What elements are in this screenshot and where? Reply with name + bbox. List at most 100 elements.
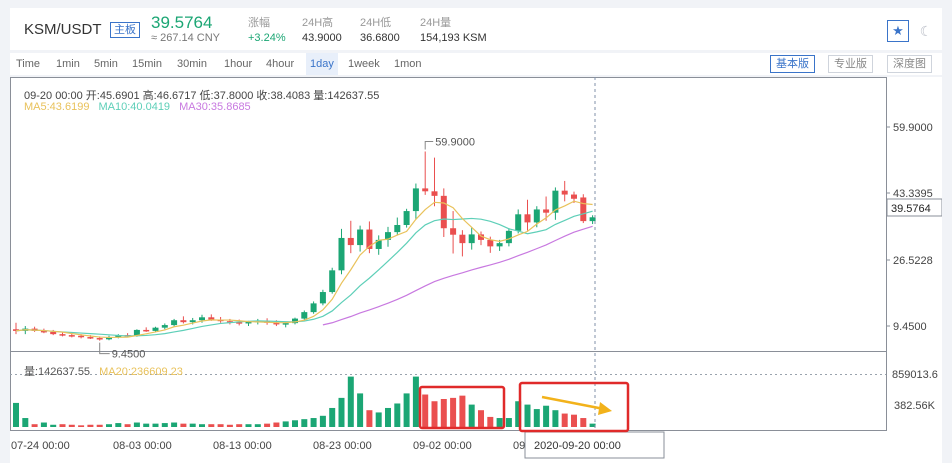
candle-body — [440, 195, 447, 229]
timeframe-1mon[interactable]: 1mon — [394, 58, 422, 70]
timeframe-15min[interactable]: 15min — [132, 58, 162, 70]
market-header: KSM/USDT 主板 39.5764 ≈ 267.14 CNY 涨幅 +3.2… — [10, 8, 942, 50]
ma5-line — [15, 200, 593, 339]
candle-body — [68, 335, 75, 337]
candle-body — [143, 329, 150, 332]
candle-body — [347, 237, 354, 246]
volume-bar — [264, 423, 271, 427]
volume-bar — [133, 422, 140, 427]
current-price-label: 39.5764 — [891, 203, 931, 215]
volume-bar — [533, 409, 540, 427]
volume-bar — [236, 424, 243, 427]
candle-body — [552, 190, 559, 213]
candle-body — [199, 317, 205, 321]
volume-bar — [450, 397, 457, 427]
chart-panel[interactable]: 09-20 00:00 开:45.6901 高:46.6717 低:37.800… — [10, 77, 943, 463]
candle-body — [394, 224, 401, 233]
volume-bar — [515, 401, 522, 427]
ma30-label: MA30:35.8685 — [179, 101, 251, 113]
candle-body — [478, 234, 484, 240]
volume-bar — [217, 424, 224, 427]
candle-body — [580, 197, 587, 222]
volume-bar — [543, 405, 550, 427]
timeframe-1week[interactable]: 1week — [348, 58, 380, 70]
candle-body — [310, 303, 317, 313]
candle-body — [50, 331, 57, 335]
volume-bar — [468, 404, 475, 427]
volume-bar — [189, 423, 196, 427]
main-board-badge: 主板 — [110, 22, 140, 38]
favorite-button[interactable]: ★ — [887, 20, 909, 42]
volume-bar — [301, 419, 308, 427]
volume-label: 量:142637.55 — [24, 366, 91, 378]
view-depth-button[interactable]: 深度图 — [887, 55, 932, 73]
timeframe-time[interactable]: Time — [16, 58, 41, 70]
volume-bar — [245, 424, 252, 427]
candle-body — [533, 209, 540, 223]
trading-pair[interactable]: KSM/USDT — [24, 21, 102, 38]
x-tick-label: 07-24 00:00 — [11, 440, 70, 452]
volume-bar — [459, 395, 466, 427]
volume-bar — [329, 407, 336, 427]
timeframe-5min[interactable]: 5min — [94, 58, 118, 70]
timeframe-1min[interactable]: 1min — [56, 58, 80, 70]
view-basic-button[interactable]: 基本版 — [770, 55, 815, 73]
candle-body — [273, 322, 280, 325]
candle-body — [496, 243, 503, 247]
volume-bar — [310, 418, 317, 427]
volume-bar — [78, 425, 85, 427]
volume-24h-label: 24H量 — [420, 17, 452, 29]
crosshair-date-label: 2020-09-20 00:00 — [534, 440, 621, 452]
low-marker — [99, 342, 110, 355]
candle-body — [236, 322, 243, 324]
price-tick-label: 43.3395 — [893, 188, 933, 200]
x-tick-label: 09 — [513, 440, 525, 452]
theme-toggle-button[interactable]: ☾ — [915, 20, 937, 42]
candle-body — [468, 234, 475, 244]
price-tick-label: 26.5228 — [893, 255, 933, 267]
view-pro-button[interactable]: 专业版 — [828, 55, 873, 73]
price-tick-label: 9.4500 — [893, 321, 927, 333]
low-24h-value: 36.6800 — [360, 32, 400, 44]
chart-axes: 59.9000 43.3395 26.5228 9.4500 39.5764 859013… — [10, 77, 943, 459]
volume-bar — [422, 394, 429, 427]
star-icon: ★ — [892, 23, 904, 38]
volume-bar — [347, 376, 354, 427]
candle-body — [561, 190, 568, 195]
candle-body — [571, 194, 577, 199]
volume-ma20-label: MA20:236609.23 — [99, 366, 183, 378]
high-price-label: 59.9000 — [435, 136, 475, 148]
price-tick-label: 59.9000 — [893, 122, 933, 134]
volume-bar — [254, 424, 261, 427]
volume-tick-label: 859013.6 — [892, 369, 938, 381]
candle-body — [450, 228, 457, 235]
low-24h-label: 24H低 — [360, 17, 392, 29]
volume-bar — [152, 423, 159, 427]
ma5-label: MA5:43.6199 — [24, 101, 90, 113]
change-value: +3.24% — [248, 32, 286, 44]
candle-body — [161, 325, 168, 328]
candle-body — [301, 312, 308, 319]
volume-bars — [13, 376, 596, 427]
volume-bar — [161, 423, 168, 427]
x-tick-label: 09-02 00:00 — [413, 440, 472, 452]
candle-body — [385, 232, 391, 240]
candle-body — [422, 188, 429, 192]
volume-bar — [273, 422, 280, 427]
timeframe-1hour[interactable]: 1hour — [224, 58, 253, 70]
candlestick-chart[interactable]: 59.9000 43.3395 26.5228 9.4500 39.5764 859013… — [10, 77, 943, 463]
volume-bar — [282, 421, 289, 427]
annotation-box-right — [518, 381, 630, 433]
candle-body — [189, 320, 196, 323]
candle-body — [505, 230, 512, 244]
volume-bar — [40, 422, 47, 427]
candle-body — [226, 321, 233, 323]
ohlc-info: 09-20 00:00 开:45.6901 高:46.6717 低:37.800… — [24, 90, 380, 102]
timeframe-1day[interactable]: 1day — [306, 53, 338, 75]
candle-body — [515, 214, 522, 231]
candle-body — [487, 239, 494, 247]
candle-body — [375, 239, 382, 249]
timeframe-30min[interactable]: 30min — [177, 58, 207, 70]
candle-body — [171, 320, 178, 326]
timeframe-4hour[interactable]: 4hour — [266, 58, 295, 70]
